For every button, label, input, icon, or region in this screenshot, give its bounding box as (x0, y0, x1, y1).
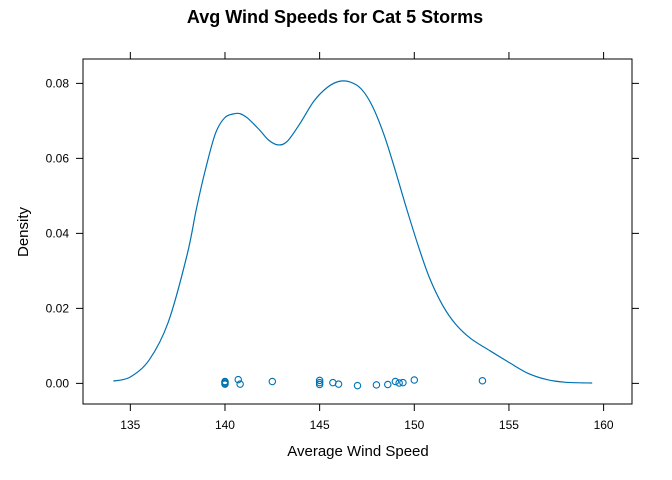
x-tick-label: 160 (594, 418, 614, 432)
rug-point (410, 376, 419, 384)
x-tick-label: 155 (499, 418, 519, 432)
x-axis-label: Average Wind Speed (287, 443, 428, 460)
y-tick-label: 0.06 (46, 151, 70, 165)
rug-point (384, 380, 392, 389)
density-curve (113, 80, 593, 384)
rug-point (315, 380, 324, 389)
rug-point (399, 378, 407, 387)
y-axis-label: Density (15, 206, 32, 257)
rug-point (395, 379, 403, 387)
rug-point (268, 377, 277, 386)
rug-point (372, 381, 381, 389)
rug-point (315, 376, 324, 385)
plot-frame (82, 58, 633, 405)
rug-point (236, 380, 244, 388)
x-tick-label: 145 (310, 418, 330, 432)
y-tick-label: 0.00 (46, 376, 70, 390)
axis-ticks (76, 52, 639, 411)
rug-point (334, 380, 343, 388)
x-tick-label: 150 (404, 418, 424, 432)
rug-point (353, 381, 362, 390)
rug-point (221, 378, 229, 386)
axis-tick-labels: 135 140 145 150 155 160 0.00 0.02 0.04 0.06 0.08 (46, 76, 614, 432)
rug-point (234, 375, 242, 384)
rug-point (391, 377, 400, 386)
y-tick-label: 0.02 (46, 301, 70, 315)
y-tick-label: 0.08 (46, 76, 70, 90)
rug-point (478, 376, 487, 385)
x-tick-label: 140 (215, 418, 235, 432)
x-tick-label: 135 (120, 418, 140, 432)
rug-points (221, 375, 487, 390)
chart-title: Avg Wind Speeds for Cat 5 Storms (187, 7, 483, 27)
y-tick-label: 0.04 (46, 226, 70, 240)
